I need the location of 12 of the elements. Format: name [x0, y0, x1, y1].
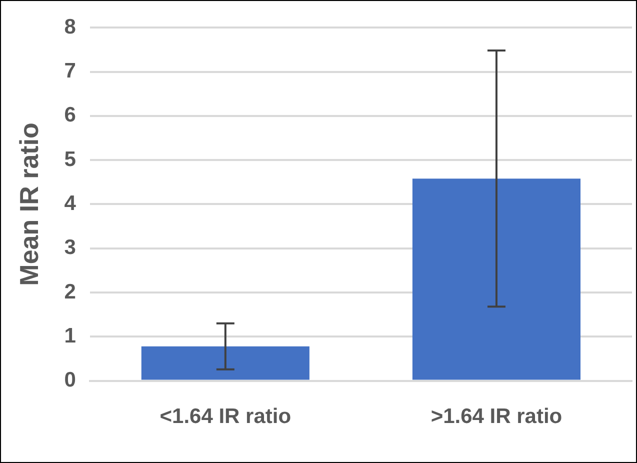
x-tick-label: >1.64 IR ratio	[430, 405, 562, 428]
y-tick-label: 0	[64, 368, 76, 392]
y-axis-title: Mean IR ratio	[14, 122, 44, 286]
y-tick-label: 5	[64, 148, 76, 171]
y-tick-label: 8	[64, 15, 76, 38]
y-tick-label: 4	[64, 192, 76, 215]
x-tick-label: <1.64 IR ratio	[160, 405, 292, 428]
y-tick-label: 1	[64, 324, 76, 348]
y-tick-label: 7	[64, 60, 76, 83]
y-tick-label: 2	[64, 280, 76, 304]
y-tick-label: 6	[64, 104, 76, 127]
y-tick-label: 3	[64, 236, 76, 260]
